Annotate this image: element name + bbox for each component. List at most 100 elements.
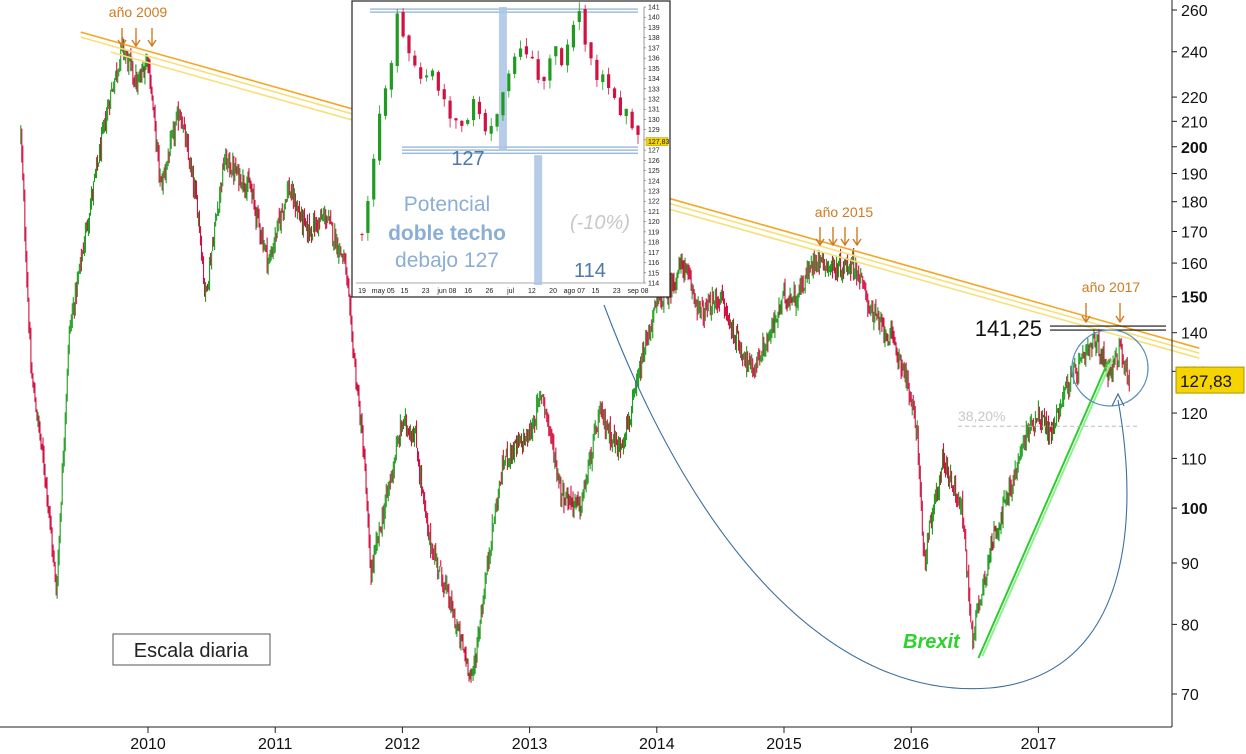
inset-candle-body: [489, 125, 493, 134]
support-line: [977, 359, 1110, 659]
support-line-2: [981, 357, 1114, 657]
inset-candle-body: [595, 59, 599, 80]
inset-candle-body: [471, 99, 476, 121]
inset-target-bar: [534, 155, 543, 285]
inset-y-tick-label: 122: [648, 199, 660, 206]
inset-x-tick-label: 26: [485, 288, 493, 295]
inset-candle-body: [542, 76, 546, 82]
inset-candle-body: [524, 46, 529, 55]
inset-x-tick-label: 15: [401, 288, 409, 295]
inset-y-tick-label: 123: [648, 189, 660, 196]
x-tick-label: 2011: [258, 736, 293, 753]
inset-candle-body: [636, 125, 640, 135]
inset-candle-body: [536, 59, 540, 80]
inset-candle-body: [548, 58, 552, 81]
inset-x-tick-label: 23: [613, 288, 621, 295]
x-tick-label: 2014: [639, 736, 675, 753]
inset-candle-body: [430, 70, 435, 77]
arrow-2015-head: [815, 238, 825, 247]
y-tick-label: 180: [1181, 195, 1208, 212]
inset-x-tick-label: 12: [528, 288, 536, 295]
inset-y-tick-label: 135: [648, 66, 660, 73]
last-price-tag: [1175, 366, 1245, 394]
inset-candle-body: [466, 120, 470, 124]
inset-candle-body: [607, 74, 611, 89]
inset-x-tick-label: 20: [549, 288, 557, 295]
y-tick-label: 100: [1181, 501, 1208, 518]
y-tick-label: 160: [1181, 256, 1208, 273]
inset-candle-body: [495, 114, 499, 127]
inset-title-line1: Potencial: [404, 193, 490, 216]
inset-y-tick-label: 116: [648, 260, 659, 267]
inset-y-tick-label: 133: [648, 86, 660, 93]
arrow-2017-head: [1081, 315, 1091, 324]
inset-candle-body: [618, 97, 622, 116]
inset-y-tick-label: 115: [648, 270, 659, 277]
arrow-2015-head: [852, 238, 862, 247]
inset-candle-body: [401, 12, 405, 37]
inset-y-tick-label: 114: [648, 281, 659, 288]
inset-candle-body: [565, 44, 570, 66]
inset-candle-body: [413, 55, 417, 66]
x-tick-label: 2013: [512, 736, 548, 753]
inset-label-pct: (-10%): [570, 212, 630, 234]
fib-label: 38,20%: [958, 408, 1005, 424]
inset-y-tick-label: 127: [648, 148, 660, 155]
inset-candle-body: [507, 73, 511, 92]
inset-candle-body: [624, 108, 628, 117]
arrow-2009-head: [147, 39, 157, 48]
level-label: 141,25: [975, 316, 1042, 341]
y-tick-label: 110: [1181, 451, 1207, 468]
inset-candle-body: [395, 13, 399, 67]
year-2017-label: año 2017: [1082, 279, 1141, 295]
inset-y-tick-label: 121: [648, 209, 660, 216]
inset-title-line3: debajo 127: [395, 249, 499, 272]
x-tick-label: 2010: [130, 736, 166, 753]
inset-y-tick-label: 139: [648, 25, 660, 32]
inset-candle-body: [483, 112, 487, 132]
y-tick-label: 90: [1181, 556, 1199, 573]
inset-candle-body: [372, 158, 376, 200]
inset-candle-body: [419, 67, 423, 79]
inset-candle-body: [424, 75, 429, 78]
scale-label: Escala diaria: [134, 640, 249, 662]
arrow-2015-head: [840, 238, 850, 247]
inset-y-tick-label: 141: [648, 5, 660, 12]
inset-x-tick-label: 19: [358, 288, 366, 295]
inset-candle-body: [612, 88, 617, 98]
inset-y-tick-label: 130: [648, 117, 660, 124]
inset-y-tick-label: 136: [648, 56, 660, 63]
inset-candle-body: [601, 74, 605, 83]
inset-y-tick-label: 131: [648, 107, 660, 114]
arrow-2017-head: [1115, 315, 1125, 324]
year-2009-label: año 2009: [109, 4, 168, 20]
x-tick-label: 2017: [1021, 736, 1057, 753]
inset-candle-body: [448, 100, 452, 119]
y-tick-label: 120: [1181, 406, 1208, 423]
connector-arrowhead: [1111, 392, 1125, 407]
inset-candle-body: [554, 46, 558, 57]
inset-candle-body: [383, 88, 388, 116]
inset-candle-body: [518, 48, 523, 57]
inset-x-tick-label: jul: [506, 288, 514, 295]
y-tick-label: 190: [1181, 166, 1208, 183]
inset-candle-body: [513, 56, 517, 74]
inset-candle-body: [630, 111, 634, 129]
inset-candle-body: [530, 56, 534, 59]
inset-candle-body: [501, 92, 505, 116]
y-tick-label: 80: [1181, 617, 1199, 634]
inset-x-tick-label: 16: [464, 288, 472, 295]
inset-candle-body: [577, 11, 581, 22]
scale-box: [112, 633, 271, 666]
inset-y-tick-label: 120: [648, 219, 660, 226]
y-tick-label: 210: [1181, 114, 1208, 131]
inset-candle-body: [442, 89, 446, 100]
inset-y-tick-label: 134: [648, 76, 660, 83]
y-tick-label: 70: [1181, 687, 1199, 704]
inset-y-tick-label: 117: [648, 250, 659, 257]
x-tick-label: 2012: [385, 736, 421, 753]
year-2015-label: año 2015: [815, 204, 874, 220]
inset-candle-body: [454, 118, 458, 121]
inset-candle-body: [389, 63, 393, 90]
